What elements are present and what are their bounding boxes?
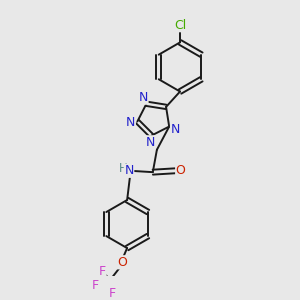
Text: N: N [146, 136, 155, 149]
Text: N: N [126, 116, 135, 129]
Text: N: N [124, 164, 134, 177]
Text: O: O [117, 256, 127, 269]
Text: F: F [109, 287, 116, 300]
Text: F: F [92, 279, 99, 292]
Text: N: N [139, 91, 148, 104]
Text: H: H [118, 162, 127, 175]
Text: Cl: Cl [174, 19, 186, 32]
Text: N: N [171, 123, 180, 136]
Text: F: F [99, 265, 106, 278]
Text: O: O [176, 164, 186, 177]
